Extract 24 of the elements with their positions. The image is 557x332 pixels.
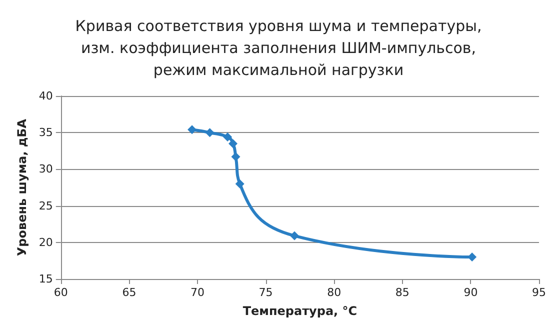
y-tick-label: 25: [38, 199, 53, 212]
y-axis-title: Уровень шума, дБА: [15, 118, 29, 256]
point: [290, 231, 299, 240]
chart-title: Кривая соответствия уровня шума и температуры, изм. коэффициента заполнения ШИМ-импульсов, режим максимальной нагрузки: [75, 17, 482, 79]
point: [205, 128, 214, 138]
x-tick-label: 65: [122, 286, 136, 299]
y-tick-label: 35: [38, 126, 53, 140]
point: [231, 152, 240, 162]
x-axis-title: Температура, °C: [242, 304, 358, 318]
y-tick-label: 15: [38, 272, 53, 286]
y-tick-label: 30: [38, 162, 53, 176]
y-tick-label: 40: [38, 90, 53, 102]
y-tick-label: 20: [38, 236, 53, 249]
x-tick-label: 60: [54, 286, 68, 299]
x-tick-label: 90: [464, 286, 478, 299]
x-tick-label: 95: [532, 286, 546, 299]
x-tick-label: 80: [327, 286, 342, 299]
point: [228, 139, 238, 148]
point: [235, 179, 244, 188]
x-tick-label: 75: [258, 286, 273, 299]
point: [188, 125, 197, 134]
x-tick-label: 70: [190, 286, 204, 299]
point: [223, 132, 232, 142]
x-tick-label: 85: [395, 286, 410, 299]
